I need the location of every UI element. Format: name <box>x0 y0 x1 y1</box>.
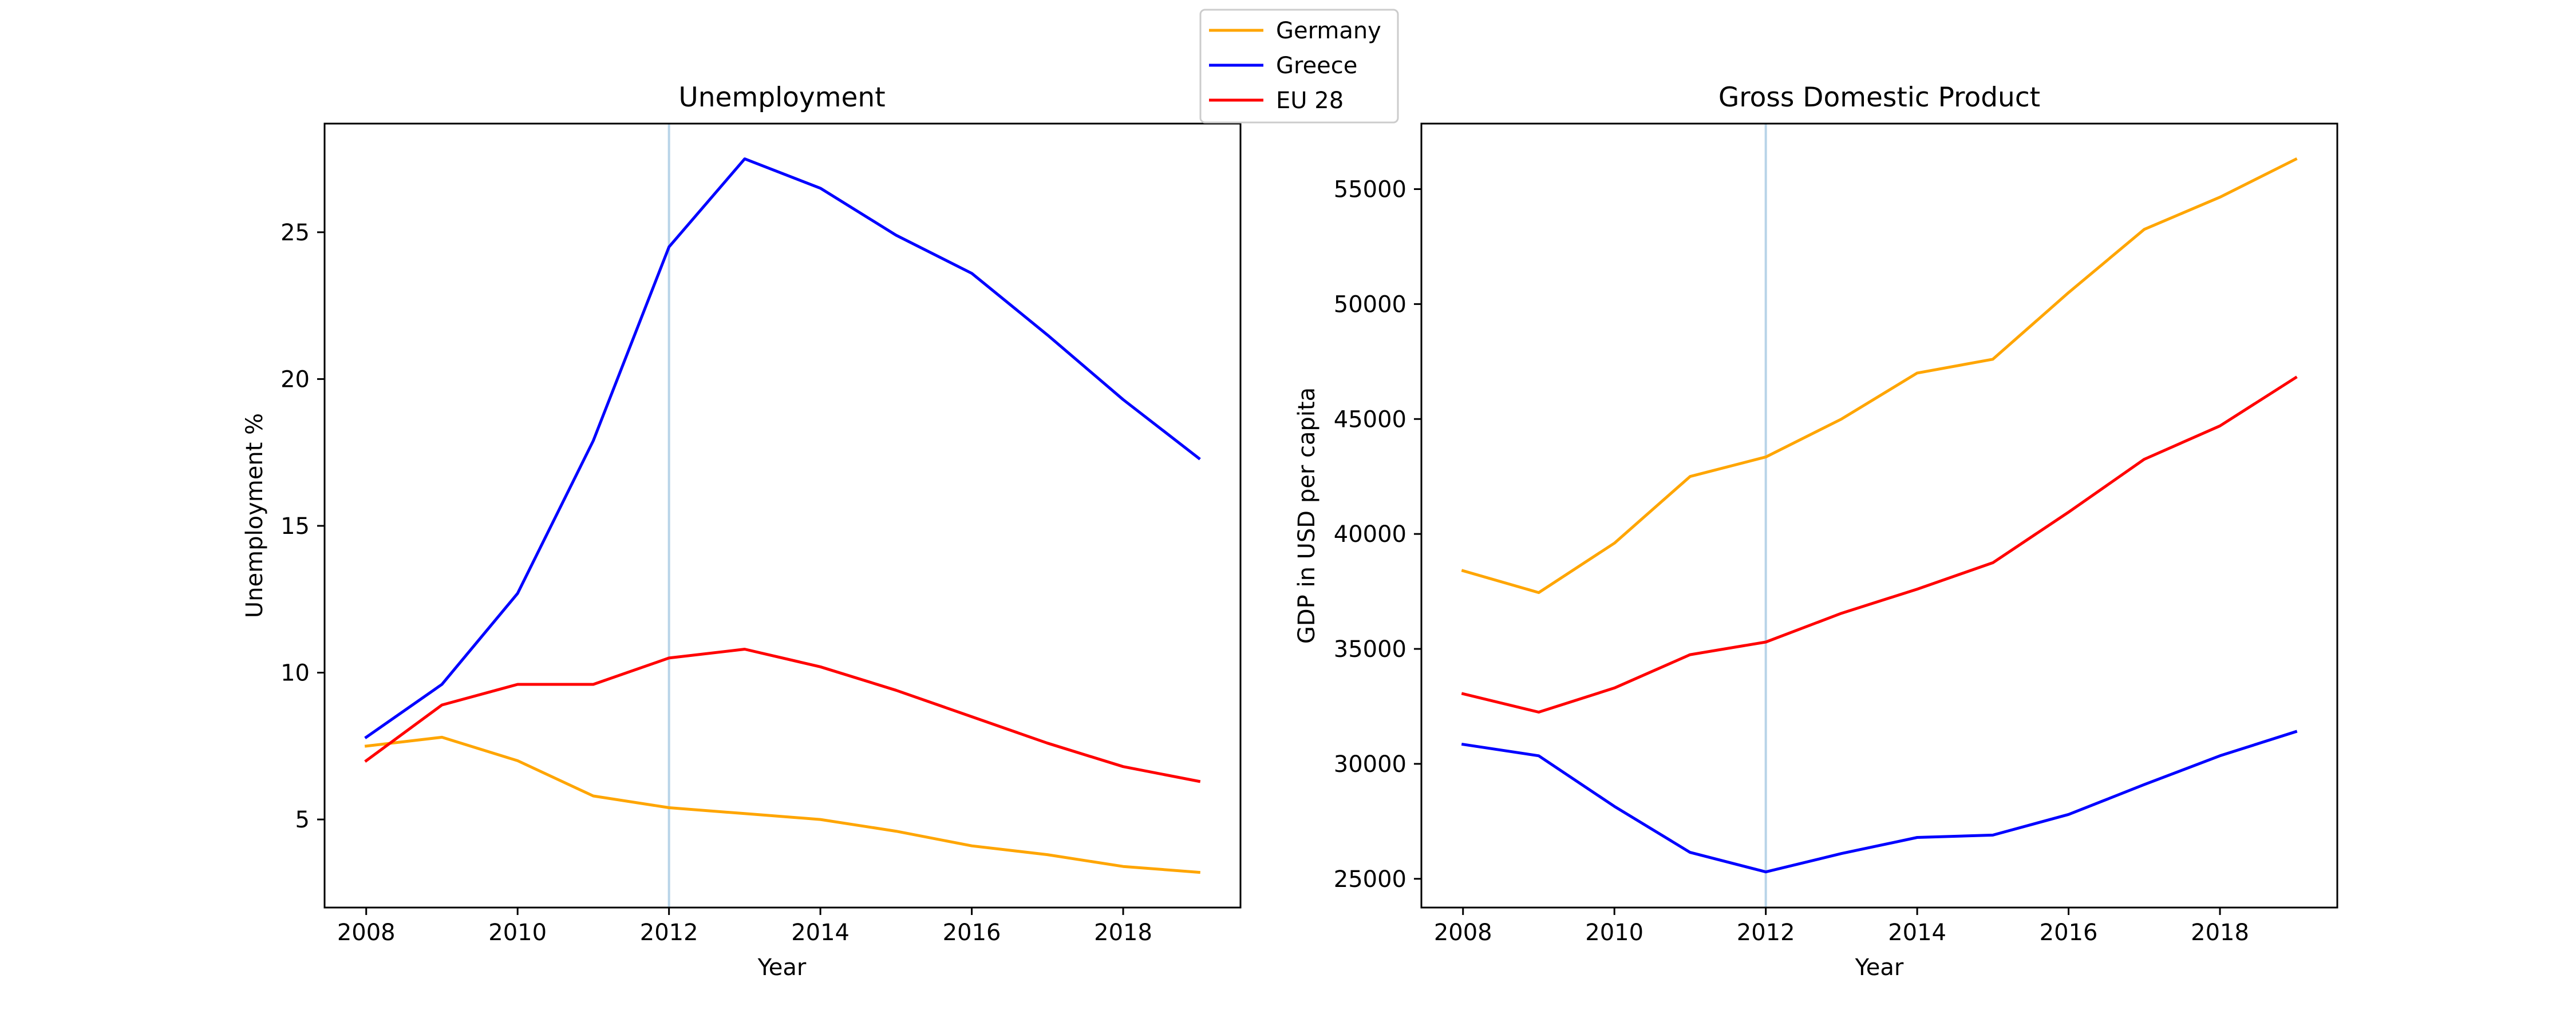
y-tick-label: 30000 <box>1334 751 1406 778</box>
legend-label: EU 28 <box>1276 88 1344 114</box>
y-axis-label: Unemployment % <box>242 413 268 618</box>
y-tick-label: 5 <box>295 807 310 833</box>
series-line-germany <box>364 735 1200 874</box>
y-tick-label: 15 <box>280 513 310 540</box>
x-tick-label: 2016 <box>943 920 1001 946</box>
legend-entry: EU 28 <box>1209 88 1344 114</box>
series-line-greece <box>1461 730 2298 874</box>
y-tick-label: 50000 <box>1334 291 1406 318</box>
chart-title: Gross Domestic Product <box>1718 82 2040 113</box>
x-tick-label: 2008 <box>1434 920 1492 946</box>
plot-frame <box>323 122 1242 909</box>
y-tick-label: 25000 <box>1334 866 1406 893</box>
legend-entry: Germany <box>1209 18 1381 44</box>
series-line-greece <box>364 157 1201 739</box>
series-line-eu-28 <box>364 648 1201 783</box>
unemployment-chart: Unemployment 2008 2010 2012 2014 2016 2018 51… <box>242 82 1242 981</box>
y-axis-label: GDP in USD per capita <box>1294 387 1320 644</box>
x-tick-label: 2016 <box>2040 920 2098 946</box>
plot-frame <box>1420 122 2338 909</box>
x-tick-label: 2018 <box>1094 920 1152 946</box>
y-tick-label: 20 <box>280 366 310 393</box>
x-axis-label: Year <box>757 954 807 981</box>
y-tick-label: 45000 <box>1334 406 1406 433</box>
x-tick-label: 2018 <box>2191 920 2249 946</box>
y-tick-label: 55000 <box>1334 177 1406 203</box>
y-tick-label: 40000 <box>1334 521 1406 548</box>
y-tick-label: 35000 <box>1334 636 1406 663</box>
y-tick-label: 10 <box>280 660 310 687</box>
y-tick-label: 25 <box>280 220 310 246</box>
x-tick-label: 2010 <box>488 920 547 946</box>
legend-entry: Greece <box>1209 53 1357 79</box>
x-axis-label: Year <box>1855 954 1904 981</box>
legend-label: Greece <box>1276 53 1357 79</box>
x-tick-label: 2014 <box>1888 920 1946 946</box>
x-tick-label: 2012 <box>1737 920 1795 946</box>
legend-frame <box>1199 9 1399 124</box>
series-line-eu-28 <box>1461 375 2298 714</box>
gdp-chart: Gross Domestic Product 2008 2010 2012 2014 2… <box>1294 82 2338 981</box>
chart-title: Unemployment <box>678 82 885 113</box>
x-tick-label: 2014 <box>791 920 850 946</box>
legend: Germany Greece EU 28 <box>1199 9 1399 124</box>
x-tick-label: 2012 <box>640 920 698 946</box>
legend-label: Germany <box>1276 18 1381 44</box>
x-tick-label: 2010 <box>1585 920 1643 946</box>
x-tick-label: 2008 <box>337 920 396 946</box>
series-line-germany <box>1461 157 2298 595</box>
